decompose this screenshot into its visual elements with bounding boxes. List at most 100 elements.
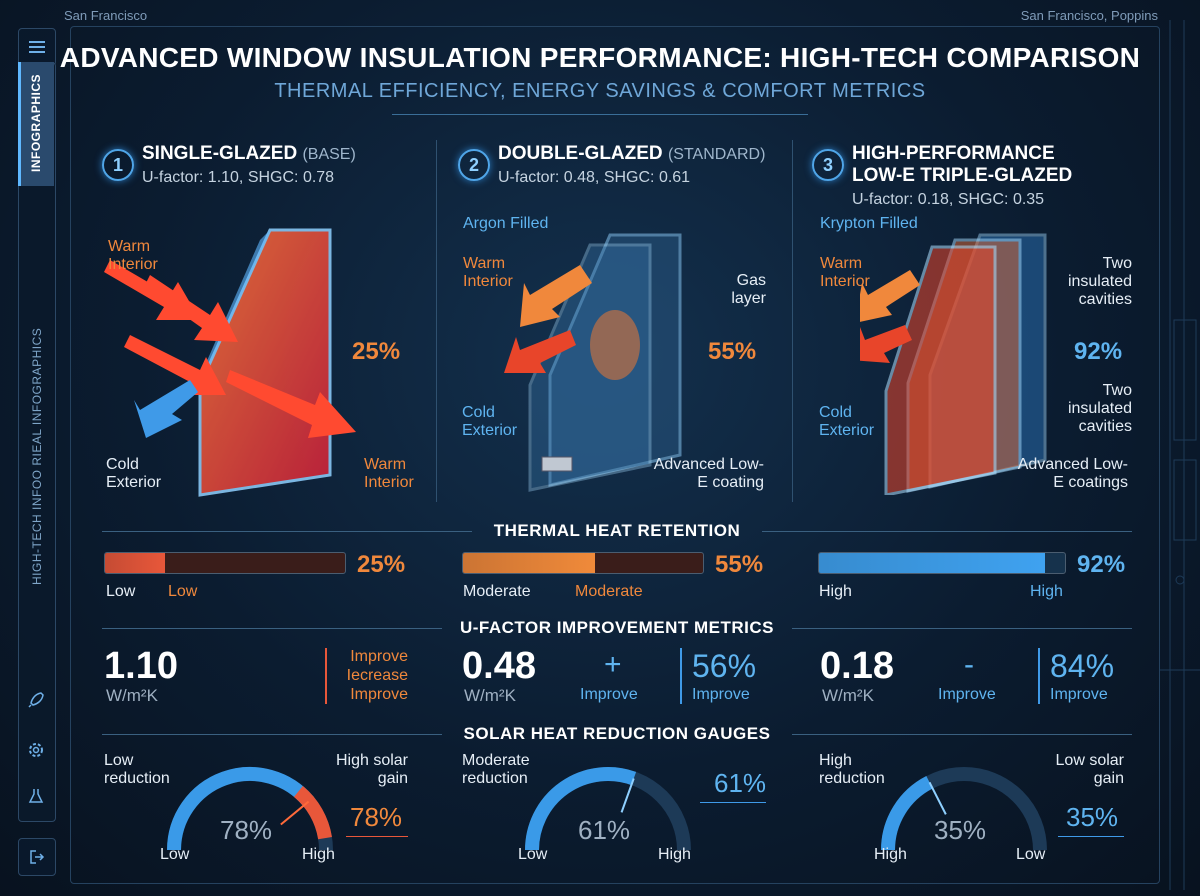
retention-percent: 25%: [357, 551, 406, 578]
gauge-top-right-label: Low solar gain: [1055, 752, 1124, 787]
corner-label-right: San Francisco, Poppins: [1020, 8, 1158, 23]
page-subtitle: THERMAL EFFICIENCY, ENERGY SAVINGS & COM…: [274, 80, 926, 102]
gauge-percent: 35%: [1066, 802, 1119, 832]
panel-title-line2: LOW-E TRIPLE-GLAZED: [852, 165, 1073, 186]
panel-specs: U-factor: 0.48, SHGC: 0.61: [498, 169, 691, 186]
column-divider: [436, 140, 437, 502]
change-sign: -: [964, 648, 974, 681]
improve-label: Improve: [692, 686, 750, 703]
underline: [346, 836, 408, 837]
cold-exterior-label: Cold Exterior: [462, 404, 518, 439]
solar-gauge: [881, 767, 1047, 851]
column-divider: [792, 140, 793, 502]
panel-number: 2: [458, 149, 490, 181]
retention-low-label: Low: [106, 583, 136, 600]
improvement-percent: 84%: [1050, 648, 1115, 684]
panel-title: HIGH-PERFORMANCE LOW-E TRIPLE-GLAZED: [852, 143, 1072, 187]
panel-specs: U-factor: 0.18, SHGC: 0.35: [852, 191, 1045, 208]
panel-title: SINGLE-GLAZED (BASE): [142, 143, 356, 166]
improve-label: Improve: [350, 686, 408, 703]
solar-heading-text: SOLAR HEAT REDUCTION GAUGES: [463, 724, 771, 743]
hamburger-icon: [29, 41, 45, 53]
retention-high-label: Low: [168, 583, 198, 600]
decrease-label: Iecrease: [346, 667, 408, 684]
fill-gas-label: Krypton Filled: [820, 215, 918, 232]
warm-interior-label: Warm Interior: [108, 238, 158, 273]
gauge-top-right-label: High solar gain: [335, 752, 408, 787]
improve-label: Improve: [938, 686, 996, 703]
gauge-max-label: Low: [1016, 846, 1046, 863]
ufactor-heading-text: U-FACTOR IMPROVEMENT METRICS: [459, 618, 775, 637]
accent-line: [1038, 648, 1040, 704]
gear-icon: [29, 743, 43, 757]
retention-high-label: High: [1030, 583, 1063, 600]
improve-label: Improve: [580, 686, 638, 703]
panel-number: 1: [102, 149, 134, 181]
fill-gas-label: Argon Filled: [463, 215, 549, 232]
main-frame: [70, 26, 1160, 884]
gauge-center-value: 78%: [220, 815, 273, 845]
retention-percent: 55%: [715, 551, 764, 578]
subtitle-divider: [392, 114, 808, 115]
gauge-percent: 61%: [714, 768, 767, 798]
gauge-min-label: Low: [160, 846, 190, 863]
warm-interior-label: Warm Interior: [820, 255, 870, 290]
retention-heading-text: THERMAL HEAT RETENTION: [493, 521, 741, 540]
retention-percent: 92%: [1077, 551, 1126, 578]
sidebar: [18, 62, 56, 822]
low-e-coating-label: Advanced Low-E coatings: [1017, 456, 1128, 491]
change-sign: +: [604, 648, 622, 681]
panel-title-line1: HIGH-PERFORMANCE: [852, 143, 1055, 164]
double-glazed-illustration: [504, 233, 682, 492]
panel-number: 3: [812, 149, 844, 181]
retention-bar: [818, 552, 1066, 574]
panel-tag: (BASE): [302, 146, 356, 163]
underline: [1058, 836, 1124, 837]
ufactor-heading: U-FACTOR IMPROVEMENT METRICS: [102, 618, 1132, 638]
retention-bar: [104, 552, 346, 574]
gauge-max-label: High: [658, 846, 691, 863]
panel-title-text: SINGLE-GLAZED: [142, 143, 298, 164]
cavities-label: Two insulated cavities: [1067, 382, 1132, 435]
sidebar-vertical-label: HIGH-TECH INFOO RIEAL INFOGRAPHICS: [30, 327, 44, 585]
panel-specs: U-factor: 1.10, SHGC: 0.78: [142, 169, 335, 186]
panel-tag: (STANDARD): [667, 146, 766, 163]
retention-low-label: High: [819, 583, 852, 600]
gauge-min-label: Low: [518, 846, 548, 863]
lab-button[interactable]: [18, 778, 54, 814]
gas-layer-label: Gas layer: [731, 272, 766, 307]
warm-interior-label: Warm Interior: [364, 456, 414, 491]
panel-percent: 55%: [708, 338, 757, 365]
panel-percent: 25%: [352, 338, 401, 365]
cold-exterior-label: Cold Exterior: [819, 404, 875, 439]
blueprint-decoration: [1160, 20, 1200, 890]
ufactor-value: 1.10: [104, 645, 178, 687]
ufactor-value: 0.18: [820, 645, 894, 687]
page-title: ADVANCED WINDOW INSULATION PERFORMANCE: …: [59, 42, 1141, 73]
panel-title: DOUBLE-GLAZED (STANDARD): [498, 143, 765, 166]
panel-percent: 92%: [1074, 338, 1123, 365]
ufactor-unit: W/m²K: [106, 686, 158, 705]
accent-line: [680, 648, 682, 704]
gauge-center-value: 35%: [934, 815, 987, 845]
ufactor-value: 0.48: [462, 645, 536, 687]
rocket-button[interactable]: [18, 682, 54, 718]
gauge-max-label: High: [302, 846, 335, 863]
solar-gauge: [167, 767, 333, 851]
settings-button[interactable]: [18, 732, 54, 768]
low-e-coating-label: Advanced Low-E coating: [653, 456, 764, 491]
retention-bar: [462, 552, 704, 574]
gauge-top-left-label: High reduction: [819, 752, 885, 787]
retention-high-label: Moderate: [575, 583, 643, 600]
solar-heading: SOLAR HEAT REDUCTION GAUGES: [102, 724, 1132, 744]
rocket-icon: [28, 692, 44, 708]
sidebar-tab-infographics[interactable]: INFOGRAPHICS: [18, 62, 54, 186]
accent-line: [325, 648, 327, 704]
triple-glazed-illustration: [860, 233, 1047, 495]
single-glazed-illustration: [104, 228, 356, 497]
gauge-percent: 78%: [350, 802, 403, 832]
gauge-center-value: 61%: [578, 815, 631, 845]
improve-label: Improve: [1050, 686, 1108, 703]
exit-button[interactable]: [18, 838, 56, 876]
improve-label: Improve: [350, 648, 408, 665]
